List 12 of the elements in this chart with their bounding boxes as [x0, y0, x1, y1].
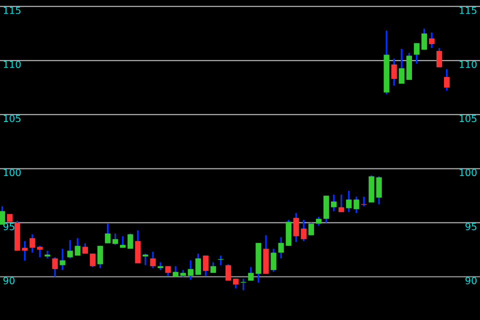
y-tick-label: 100 [4, 168, 21, 176]
y2-tick-label: 105 [460, 114, 476, 122]
y2-tick-label: 95 [465, 222, 476, 230]
y2-tick-label: 110 [460, 60, 477, 68]
y-tick-label: 115 [4, 6, 20, 14]
y-tick-label: 95 [3, 222, 14, 230]
y2-tick-label: 100 [460, 168, 477, 176]
y-tick-label: 110 [4, 60, 21, 68]
y2-tick-label: 115 [460, 6, 476, 14]
y-tick-label: 90 [3, 276, 15, 284]
y-tick-label: 105 [4, 114, 20, 122]
y2-tick-label: 90 [465, 276, 477, 284]
